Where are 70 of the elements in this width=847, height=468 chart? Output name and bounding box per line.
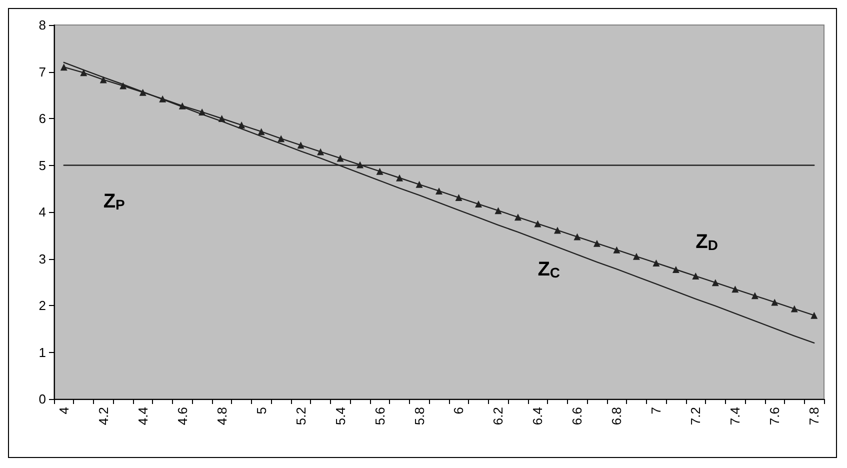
x-tick-label: 6.6 [570, 407, 585, 426]
point [790, 305, 798, 312]
y-tick-label: 7 [38, 64, 46, 80]
point [534, 220, 542, 228]
x-tick-label: 7.2 [688, 407, 704, 426]
point [751, 292, 758, 300]
point [810, 312, 818, 319]
point [712, 279, 719, 286]
x-tick-label: 5.8 [412, 407, 427, 426]
y-tick-label: 6 [38, 111, 46, 126]
x-tick-label: 4.8 [214, 407, 230, 426]
point [376, 168, 384, 175]
y-tick-label: 4 [38, 204, 46, 220]
point [80, 69, 88, 76]
y-tick-label: 3 [38, 251, 46, 266]
x-tick-label: 4 [56, 407, 72, 414]
point [732, 286, 739, 293]
point [593, 240, 600, 247]
point [100, 76, 107, 84]
point [455, 194, 462, 202]
point [297, 142, 304, 149]
point [198, 108, 206, 116]
y-tick-label: 0 [38, 392, 46, 406]
series-label: ZC [538, 258, 560, 281]
point [139, 88, 146, 96]
point [238, 122, 246, 129]
point [218, 115, 226, 122]
x-tick-label: 7 [648, 407, 664, 414]
point [474, 200, 482, 208]
x-tick-label: 6.2 [490, 407, 506, 426]
x-tick-label: 5.2 [293, 407, 308, 426]
x-tick-label: 7.6 [767, 407, 782, 426]
x-tick-label: 5 [254, 407, 269, 414]
point [159, 95, 166, 102]
point [60, 64, 68, 71]
point [574, 233, 581, 240]
point [317, 148, 324, 156]
x-tick-label: 6 [451, 407, 466, 414]
series-label: ZD [696, 231, 718, 254]
series-label: ZP [103, 190, 125, 212]
x-tick-label: 5.4 [332, 407, 348, 426]
point [336, 154, 344, 162]
point [494, 207, 502, 214]
y-tick-label: 8 [38, 18, 46, 32]
point [278, 135, 285, 142]
point [120, 82, 127, 90]
point [396, 174, 404, 182]
point [416, 180, 423, 188]
point [554, 226, 561, 234]
point [514, 214, 522, 221]
point [258, 128, 265, 136]
x-tick-label: 4.4 [135, 407, 150, 426]
y-tick-label: 2 [38, 298, 46, 313]
point [771, 298, 778, 306]
point [613, 246, 620, 254]
x-tick-label: 4.2 [96, 407, 111, 426]
x-tick-label: 6.4 [530, 407, 546, 426]
x-tick-label: 7.8 [806, 407, 822, 426]
x-tick-label: 5.6 [372, 407, 388, 426]
point [672, 266, 680, 274]
point [178, 102, 186, 110]
point [692, 272, 700, 280]
x-tick-label: 6.8 [609, 407, 624, 426]
point [632, 252, 640, 260]
point [652, 259, 660, 266]
x-tick-label: 7.4 [728, 407, 743, 426]
y-tick-label: 5 [38, 158, 46, 173]
y-tick-label: 1 [38, 344, 46, 360]
x-tick-label: 4.6 [174, 407, 190, 426]
point [436, 187, 442, 194]
